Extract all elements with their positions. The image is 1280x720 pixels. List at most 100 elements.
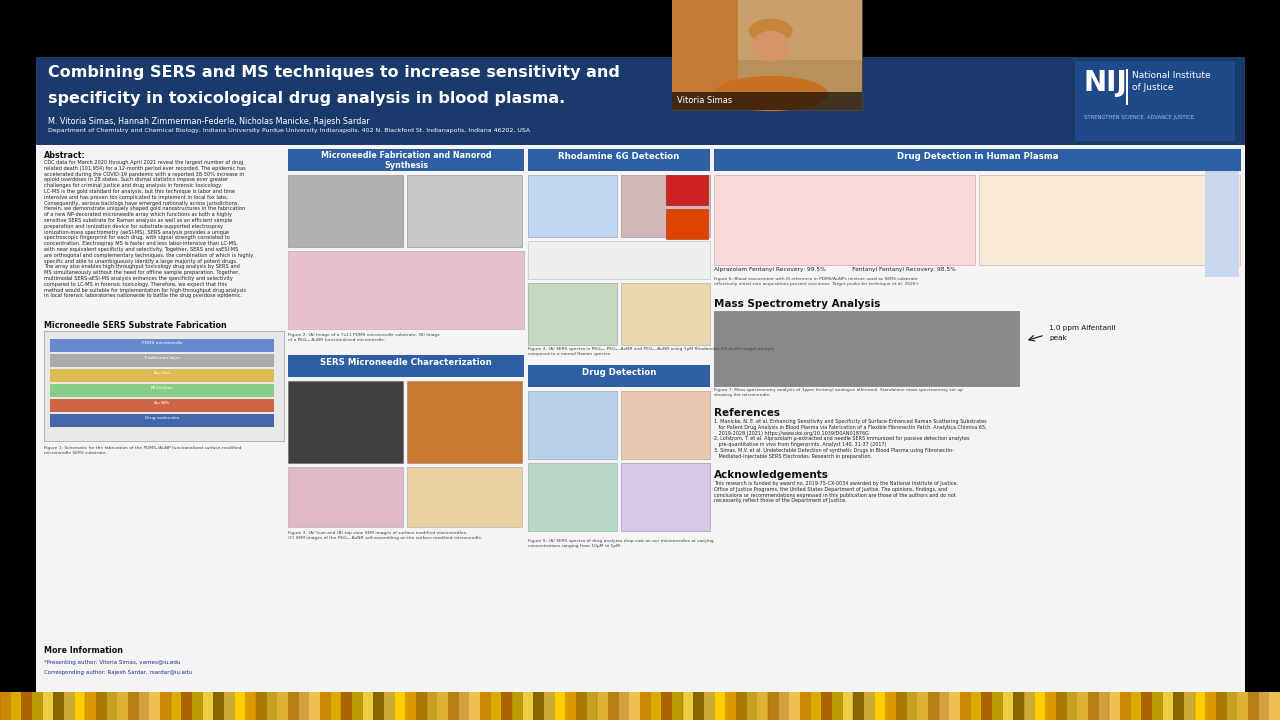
- Text: Figure 7: Mass spectrometry analysis of 1ppm fentanyl analogue alfentanil. Stand: Figure 7: Mass spectrometry analysis of …: [714, 388, 963, 397]
- Bar: [1056, 692, 1068, 720]
- Bar: [342, 692, 353, 720]
- Text: 1. Manicke, N. E. et al. Enhancing Sensitivity and Specificity of Surface-Enhanc: 1. Manicke, N. E. et al. Enhancing Sensi…: [714, 419, 987, 459]
- Text: Microneedle SERS Substrate Fabrication: Microneedle SERS Substrate Fabrication: [44, 321, 227, 330]
- Bar: [790, 692, 801, 720]
- Bar: [394, 692, 406, 720]
- Bar: [50, 354, 274, 367]
- Bar: [182, 692, 193, 720]
- Bar: [50, 339, 274, 352]
- Bar: [362, 692, 374, 720]
- Bar: [1216, 692, 1228, 720]
- Bar: [896, 692, 908, 720]
- Text: Figure 1: Schematic for the fabrication of the PDMS₂/AuNP functionalized surface: Figure 1: Schematic for the fabrication …: [44, 446, 242, 454]
- Bar: [982, 692, 993, 720]
- Text: peak: peak: [1050, 335, 1066, 341]
- Bar: [512, 692, 524, 720]
- Bar: [621, 283, 710, 345]
- Bar: [576, 692, 588, 720]
- Text: Abstract:: Abstract:: [44, 151, 86, 160]
- Bar: [672, 0, 739, 110]
- Bar: [714, 175, 975, 265]
- Bar: [608, 692, 620, 720]
- Text: Figure 2: (A) Image of a 7x11 PDMS microneedle substrate. (B) Image
of a PEG₂₅ A: Figure 2: (A) Image of a 7x11 PDMS micro…: [288, 333, 440, 341]
- Bar: [74, 692, 86, 720]
- Bar: [50, 369, 274, 382]
- Bar: [1046, 692, 1057, 720]
- Bar: [36, 57, 1245, 145]
- Text: More Information: More Information: [44, 646, 123, 655]
- Text: Combining SERS and MS techniques to increase sensitivity and: Combining SERS and MS techniques to incr…: [49, 65, 620, 80]
- Bar: [1162, 692, 1174, 720]
- Text: Corresponding author: Rajesh Sardar, rsardar@iu.edu: Corresponding author: Rajesh Sardar, rsa…: [44, 670, 192, 675]
- Bar: [256, 692, 268, 720]
- Bar: [842, 692, 854, 720]
- Bar: [527, 241, 710, 279]
- Bar: [1152, 692, 1164, 720]
- Bar: [1130, 692, 1142, 720]
- Bar: [502, 692, 513, 720]
- Bar: [278, 692, 289, 720]
- Bar: [650, 692, 662, 720]
- Ellipse shape: [749, 19, 792, 43]
- Bar: [1024, 692, 1036, 720]
- Text: NIJ: NIJ: [1084, 69, 1128, 97]
- Text: PDMS microneedle: PDMS microneedle: [142, 341, 183, 345]
- Text: Mass Spectrometry Analysis: Mass Spectrometry Analysis: [714, 299, 881, 309]
- Bar: [682, 692, 694, 720]
- Bar: [554, 692, 566, 720]
- Bar: [618, 692, 630, 720]
- Bar: [672, 692, 684, 720]
- Bar: [621, 175, 710, 237]
- Bar: [864, 692, 876, 720]
- Bar: [150, 692, 161, 720]
- Text: Figure 6: Blood assessment with IS reference in PDMS/AuNPs mixture used as SERS : Figure 6: Blood assessment with IS refer…: [714, 277, 919, 286]
- Bar: [480, 692, 492, 720]
- Bar: [746, 692, 758, 720]
- Bar: [407, 175, 522, 247]
- Bar: [950, 692, 961, 720]
- Bar: [118, 692, 129, 720]
- Bar: [1014, 692, 1025, 720]
- Text: This research is funded by award no. 2019-75-CX-0034 awarded by the National Ins: This research is funded by award no. 201…: [714, 481, 957, 503]
- Bar: [1226, 692, 1238, 720]
- Bar: [170, 692, 182, 720]
- Bar: [778, 692, 790, 720]
- Bar: [1248, 692, 1260, 720]
- Bar: [1270, 692, 1280, 720]
- Bar: [128, 692, 140, 720]
- Bar: [1204, 171, 1239, 277]
- Bar: [666, 209, 708, 239]
- Text: Microneedle Fabrication and Nanorod: Microneedle Fabrication and Nanorod: [321, 151, 492, 160]
- Text: Vitoria Simas: Vitoria Simas: [677, 96, 732, 105]
- Bar: [470, 692, 481, 720]
- Bar: [527, 391, 617, 459]
- Text: Au film: Au film: [155, 371, 170, 375]
- Bar: [527, 283, 617, 345]
- Bar: [407, 467, 522, 527]
- Bar: [714, 692, 726, 720]
- Bar: [426, 692, 438, 720]
- Bar: [1120, 692, 1132, 720]
- Bar: [36, 57, 1245, 700]
- Bar: [352, 692, 364, 720]
- Bar: [54, 692, 65, 720]
- Bar: [1098, 692, 1110, 720]
- Bar: [202, 692, 214, 720]
- Bar: [874, 692, 886, 720]
- Bar: [246, 692, 257, 720]
- Text: Ti adhesion layer: Ti adhesion layer: [143, 356, 180, 360]
- Text: SERS Microneedle Characterization: SERS Microneedle Characterization: [320, 358, 492, 367]
- Bar: [621, 463, 710, 531]
- Text: Synthesis: Synthesis: [384, 161, 428, 170]
- Bar: [330, 692, 342, 720]
- Bar: [1066, 692, 1078, 720]
- Text: Figure 5: (A) SERS spectra of drug analytes drop cast on our microneedles at var: Figure 5: (A) SERS spectra of drug analy…: [527, 539, 714, 548]
- Text: Alprazolam Fentanyl Recovery: 99.5%              Fentanyl Fentanyl Recovery: 98.: Alprazolam Fentanyl Recovery: 99.5% Fent…: [714, 267, 956, 272]
- Bar: [1034, 692, 1046, 720]
- Text: of Justice: of Justice: [1132, 83, 1174, 92]
- Bar: [192, 692, 204, 720]
- Bar: [1002, 692, 1014, 720]
- Bar: [704, 692, 716, 720]
- Bar: [758, 692, 769, 720]
- Bar: [527, 175, 617, 237]
